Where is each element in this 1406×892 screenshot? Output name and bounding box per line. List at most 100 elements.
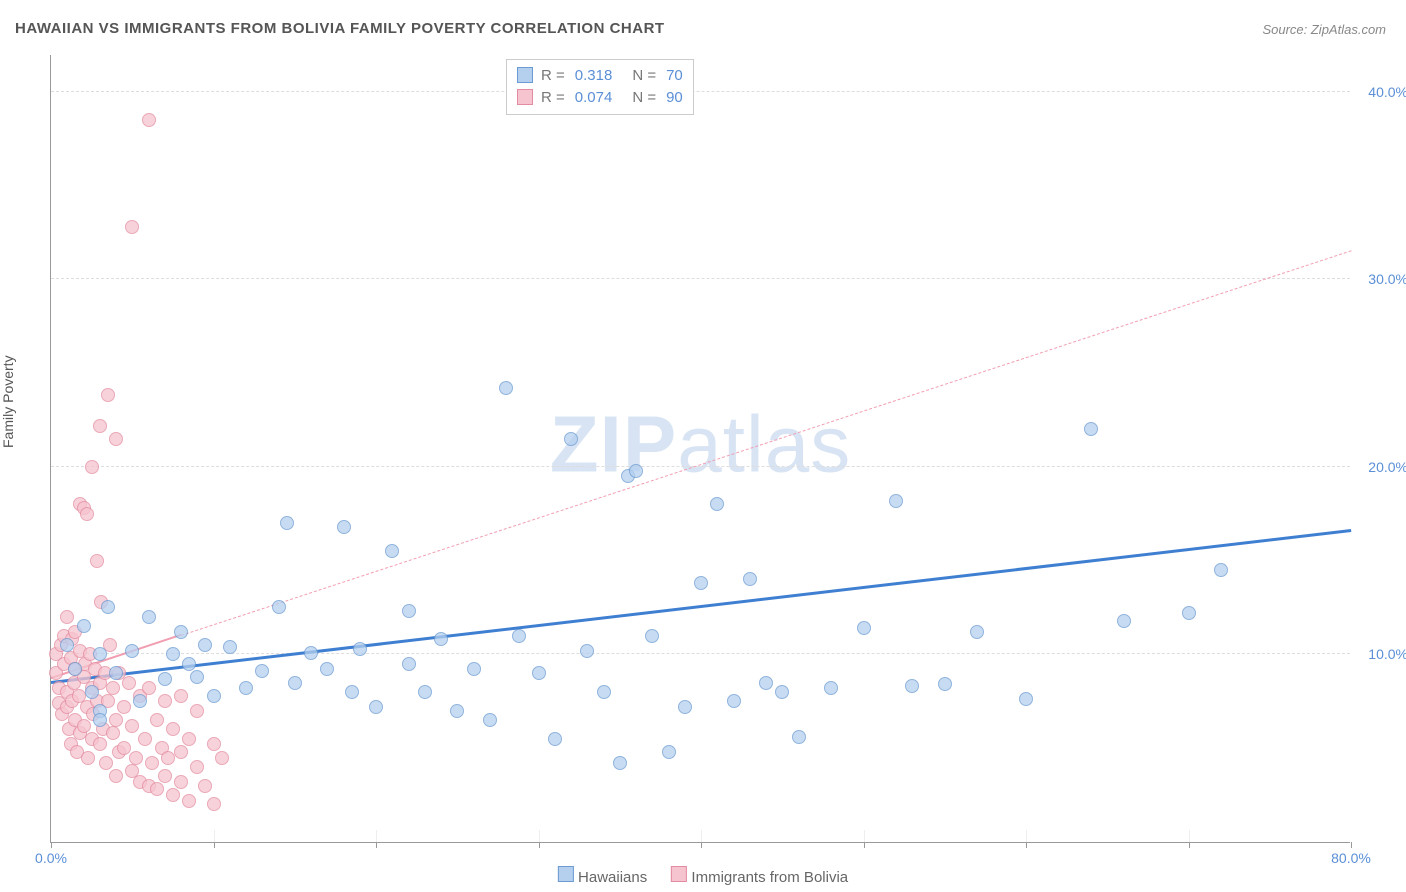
- data-point-hawaiians: [133, 694, 147, 708]
- data-point-hawaiians: [727, 694, 741, 708]
- data-point-bolivia: [81, 751, 95, 765]
- data-point-hawaiians: [166, 647, 180, 661]
- x-tick: [214, 842, 215, 848]
- data-point-hawaiians: [824, 681, 838, 695]
- stat-value-n: 90: [666, 89, 683, 106]
- data-point-bolivia: [190, 760, 204, 774]
- x-tick: [1026, 842, 1027, 848]
- data-point-hawaiians: [483, 713, 497, 727]
- data-point-hawaiians: [678, 700, 692, 714]
- data-point-hawaiians: [418, 685, 432, 699]
- x-tick: [539, 842, 540, 848]
- legend-label-hawaiians: Hawaiians: [578, 869, 647, 886]
- data-point-hawaiians: [60, 638, 74, 652]
- data-point-hawaiians: [304, 646, 318, 660]
- stat-value-n: 70: [666, 67, 683, 84]
- data-point-bolivia: [207, 797, 221, 811]
- x-tick: [1351, 842, 1352, 848]
- data-point-bolivia: [150, 782, 164, 796]
- y-tick-label: 20.0%: [1368, 459, 1406, 475]
- data-point-hawaiians: [77, 619, 91, 633]
- data-point-bolivia: [150, 713, 164, 727]
- y-axis-label: Family Poverty: [0, 355, 16, 448]
- data-point-hawaiians: [970, 625, 984, 639]
- y-tick-label: 30.0%: [1368, 271, 1406, 287]
- data-point-bolivia: [142, 113, 156, 127]
- scatter-plot-area: ZIPatlas 10.0%20.0%30.0%40.0%0.0%80.0%R …: [50, 55, 1350, 843]
- data-point-bolivia: [60, 610, 74, 624]
- gridline-h: [51, 653, 1350, 654]
- data-point-bolivia: [125, 220, 139, 234]
- data-point-hawaiians: [710, 497, 724, 511]
- data-point-hawaiians: [629, 464, 643, 478]
- data-point-hawaiians: [905, 679, 919, 693]
- data-point-bolivia: [109, 713, 123, 727]
- data-point-bolivia: [99, 756, 113, 770]
- data-point-hawaiians: [938, 677, 952, 691]
- stat-value-r: 0.318: [575, 67, 613, 84]
- data-point-hawaiians: [1214, 563, 1228, 577]
- x-tick: [1189, 842, 1190, 848]
- data-point-bolivia: [129, 751, 143, 765]
- data-point-hawaiians: [101, 600, 115, 614]
- data-point-bolivia: [161, 751, 175, 765]
- legend-label-bolivia: Immigrants from Bolivia: [691, 869, 848, 886]
- data-point-hawaiians: [125, 644, 139, 658]
- source-attribution: Source: ZipAtlas.com: [1262, 22, 1386, 37]
- legend-item-hawaiians: Hawaiians: [558, 866, 647, 886]
- data-point-hawaiians: [272, 600, 286, 614]
- data-point-bolivia: [93, 737, 107, 751]
- data-point-hawaiians: [68, 662, 82, 676]
- data-point-hawaiians: [1182, 606, 1196, 620]
- data-point-hawaiians: [207, 689, 221, 703]
- x-tick-inner: [864, 830, 865, 842]
- data-point-bolivia: [80, 507, 94, 521]
- x-tick: [864, 842, 865, 848]
- data-point-bolivia: [174, 745, 188, 759]
- data-point-bolivia: [109, 769, 123, 783]
- data-point-hawaiians: [320, 662, 334, 676]
- data-point-hawaiians: [385, 544, 399, 558]
- data-point-bolivia: [174, 689, 188, 703]
- x-tick: [51, 842, 52, 848]
- data-point-hawaiians: [613, 756, 627, 770]
- data-point-bolivia: [85, 460, 99, 474]
- data-point-bolivia: [182, 794, 196, 808]
- data-point-hawaiians: [369, 700, 383, 714]
- data-point-hawaiians: [223, 640, 237, 654]
- data-point-hawaiians: [1019, 692, 1033, 706]
- data-point-bolivia: [145, 756, 159, 770]
- data-point-hawaiians: [198, 638, 212, 652]
- data-point-hawaiians: [512, 629, 526, 643]
- data-point-hawaiians: [645, 629, 659, 643]
- data-point-bolivia: [101, 388, 115, 402]
- data-point-hawaiians: [174, 625, 188, 639]
- data-point-bolivia: [215, 751, 229, 765]
- data-point-bolivia: [198, 779, 212, 793]
- data-point-bolivia: [158, 694, 172, 708]
- data-point-hawaiians: [353, 642, 367, 656]
- data-point-hawaiians: [182, 657, 196, 671]
- data-point-hawaiians: [694, 576, 708, 590]
- swatch-hawaiians-icon: [517, 67, 533, 83]
- data-point-hawaiians: [857, 621, 871, 635]
- data-point-bolivia: [174, 775, 188, 789]
- y-tick-label: 10.0%: [1368, 646, 1406, 662]
- gridline-h: [51, 91, 1350, 92]
- regression-line: [181, 250, 1351, 636]
- data-point-bolivia: [166, 788, 180, 802]
- data-point-bolivia: [182, 732, 196, 746]
- data-point-hawaiians: [759, 676, 773, 690]
- data-point-bolivia: [142, 681, 156, 695]
- data-point-bolivia: [122, 676, 136, 690]
- data-point-hawaiians: [548, 732, 562, 746]
- x-tick-inner: [376, 830, 377, 842]
- data-point-bolivia: [125, 719, 139, 733]
- data-point-bolivia: [207, 737, 221, 751]
- data-point-bolivia: [158, 769, 172, 783]
- stats-row-bolivia: R =0.074N =90: [517, 86, 683, 108]
- data-point-hawaiians: [93, 647, 107, 661]
- stat-label-n: N =: [632, 67, 656, 84]
- data-point-bolivia: [77, 719, 91, 733]
- data-point-hawaiians: [1084, 422, 1098, 436]
